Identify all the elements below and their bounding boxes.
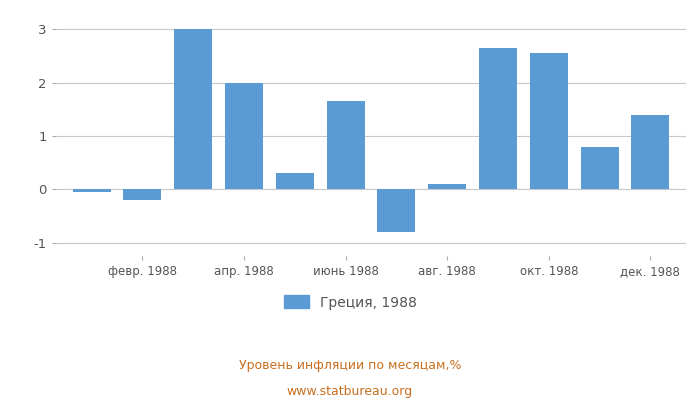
Legend: Греция, 1988: Греция, 1988	[278, 290, 422, 315]
Text: www.statbureau.org: www.statbureau.org	[287, 385, 413, 398]
Bar	[479, 48, 517, 189]
Bar	[631, 115, 669, 189]
Bar	[530, 53, 568, 189]
Bar	[276, 173, 314, 189]
Bar	[326, 101, 365, 189]
Bar	[73, 189, 111, 192]
Bar	[225, 83, 263, 189]
Bar	[123, 189, 162, 200]
Bar	[174, 29, 212, 189]
Bar	[428, 184, 466, 189]
Bar	[377, 189, 416, 232]
Text: Уровень инфляции по месяцам,%: Уровень инфляции по месяцам,%	[239, 360, 461, 372]
Bar	[580, 147, 619, 189]
